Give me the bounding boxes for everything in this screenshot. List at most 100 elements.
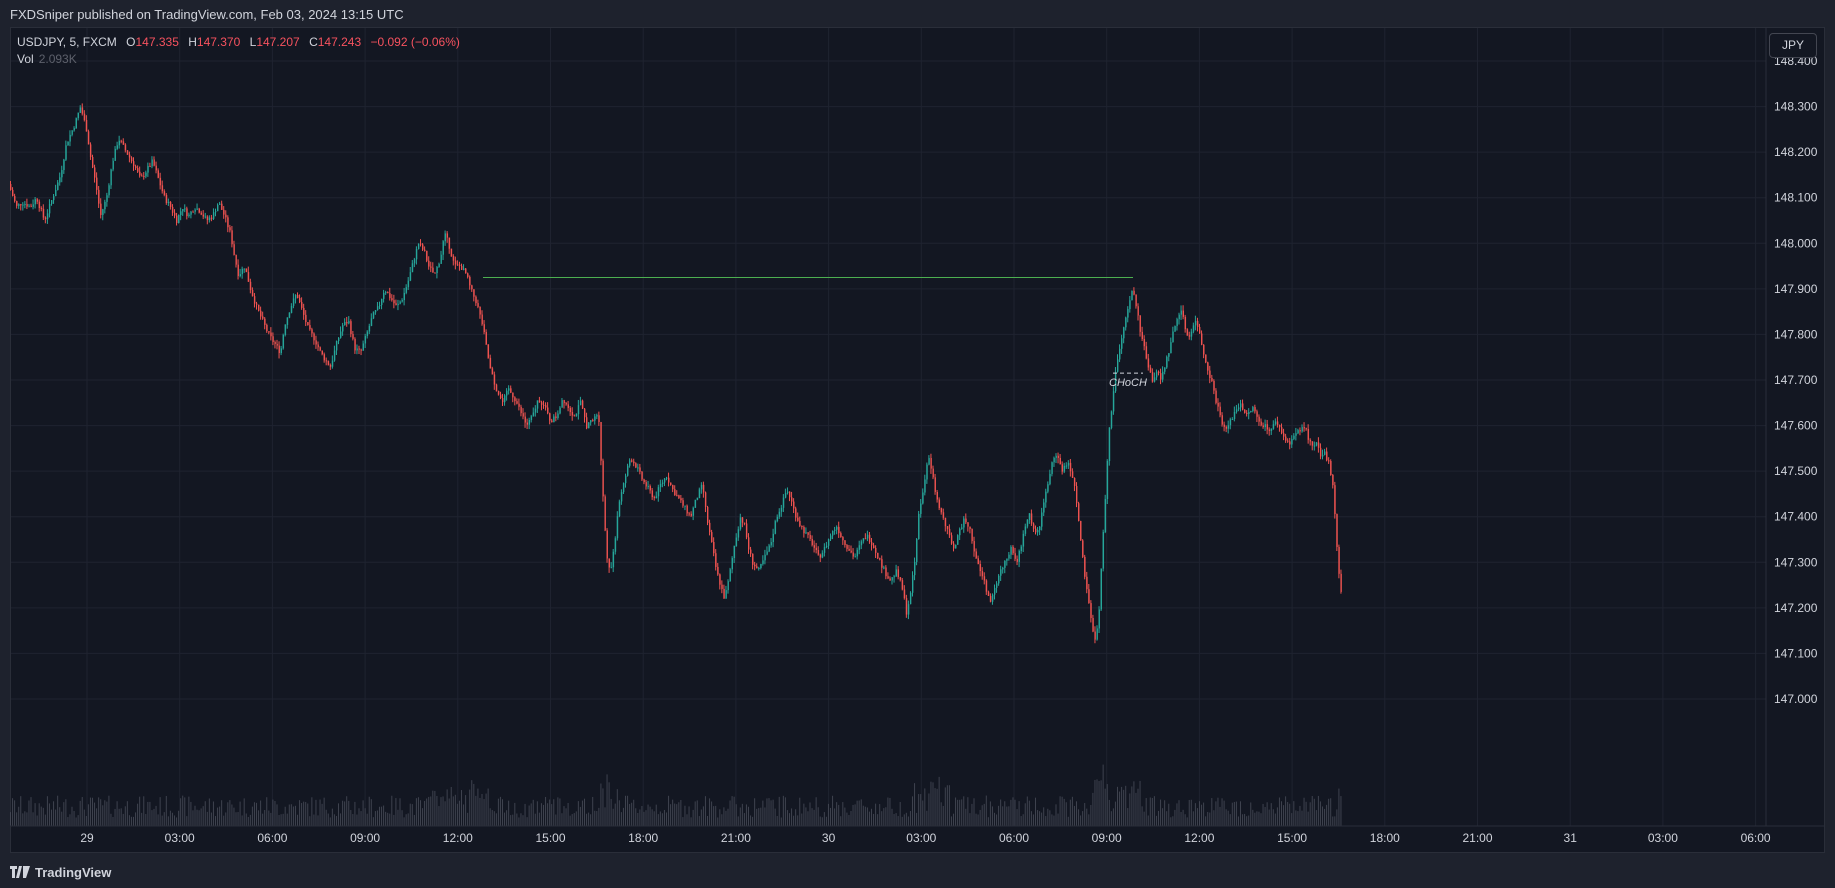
candle-down-body [1246,412,1248,414]
candle-down-body [791,497,793,502]
candle-down-body [1203,344,1205,355]
volume-bar [1274,813,1276,826]
candle-up-body [504,395,506,403]
candle-down-body [40,208,43,210]
volume-bar [1225,809,1227,826]
volume-bar [1252,809,1254,826]
currency-button[interactable]: JPY [1769,33,1817,58]
candle-up-body [241,268,244,275]
candle-down-body [210,217,213,219]
volume-bar [823,812,825,826]
candle-up-body [856,549,859,557]
candle-up-body [18,204,20,206]
symbol-label[interactable]: USDJPY, 5, FXCM [17,35,117,49]
volume-bar [588,812,590,826]
volume-bar [782,795,784,826]
candle-down-body [202,214,205,217]
volume-bar [916,812,918,826]
candle-down-body [1076,486,1078,504]
candle-down-body [1258,416,1260,422]
volume-bar [186,816,188,826]
volume-bar [1246,816,1248,826]
candle-down-body [1262,425,1264,428]
volume-bar [1262,803,1264,826]
volume-bar [422,808,424,826]
candle-up-body [1125,317,1127,328]
volume-bar [282,813,284,826]
candle-down-body [186,208,188,217]
volume-bar [590,814,592,826]
candle-up-body [1162,371,1164,380]
volume-bar [957,799,959,826]
volume-bar [77,815,79,826]
volume-bar [1110,811,1112,826]
candle-up-body [1024,526,1027,534]
candle-up-body [561,400,563,408]
price-axis-label: 147.600 [1774,419,1818,433]
candle-up-body [116,145,118,149]
volume-bar [977,814,979,826]
candle-up-body [69,134,71,142]
candle-down-body [799,520,801,526]
candle-up-body [891,577,893,581]
candle-up-body [1053,457,1055,463]
price-axis-label: 147.100 [1774,646,1818,660]
volume-bar [1223,800,1225,826]
candle-up-body [28,205,30,207]
volume-bar [774,808,776,826]
candle-up-body [1008,554,1010,559]
volume-bar [1324,808,1326,826]
candle-down-body [481,314,483,325]
volume-bar [994,812,995,826]
candle-down-body [850,550,852,553]
candle-up-body [991,594,994,602]
volume-bar [399,798,401,826]
volume-bar [1059,796,1061,826]
candle-up-body [926,464,928,480]
candle-down-body [934,477,936,492]
chart-panel[interactable] [10,27,1825,853]
volume-bar [996,814,998,826]
candle-up-body [212,212,215,219]
volume-bar [465,795,467,826]
candle-up-body [364,336,367,344]
candle-up-body [1297,430,1299,434]
candle-down-body [871,542,873,546]
candle-up-body [858,545,861,550]
candle-down-body [645,482,647,487]
candle-down-body [165,194,168,203]
candle-down-body [1334,485,1336,515]
volume-bar [920,794,922,826]
volume-bar [389,813,391,826]
volume-bar [198,810,200,826]
candle-down-body [514,397,516,402]
volume-legend: Vol 2.093K [17,52,77,66]
volume-bar [1082,811,1084,826]
candle-up-body [778,511,781,517]
volume-bar [534,813,536,826]
candle-up-body [22,204,24,206]
time-axis-label: 09:00 [1092,831,1122,845]
volume-bar [256,802,257,826]
candle-up-body [727,581,729,591]
volume-label[interactable]: Vol [17,52,34,66]
candle-up-body [647,486,649,488]
candle-up-body [1129,300,1131,310]
volume-bar [584,798,585,826]
volume-bar [159,797,161,826]
volume-bar [547,803,549,826]
candle-down-body [1268,429,1271,431]
candle-down-body [678,495,680,499]
volume-bar [276,804,278,826]
volume-bar [1137,788,1139,826]
volume-bar [374,811,376,826]
candle-down-body [458,264,461,266]
candle-down-body [545,405,547,408]
time-axis-label: 29 [80,831,94,845]
candle-up-body [114,148,116,161]
candle-up-body [331,360,334,367]
candle-up-body [370,318,373,326]
tradingview-brand[interactable]: TradingView [10,864,111,880]
volume-bar [1303,797,1305,826]
